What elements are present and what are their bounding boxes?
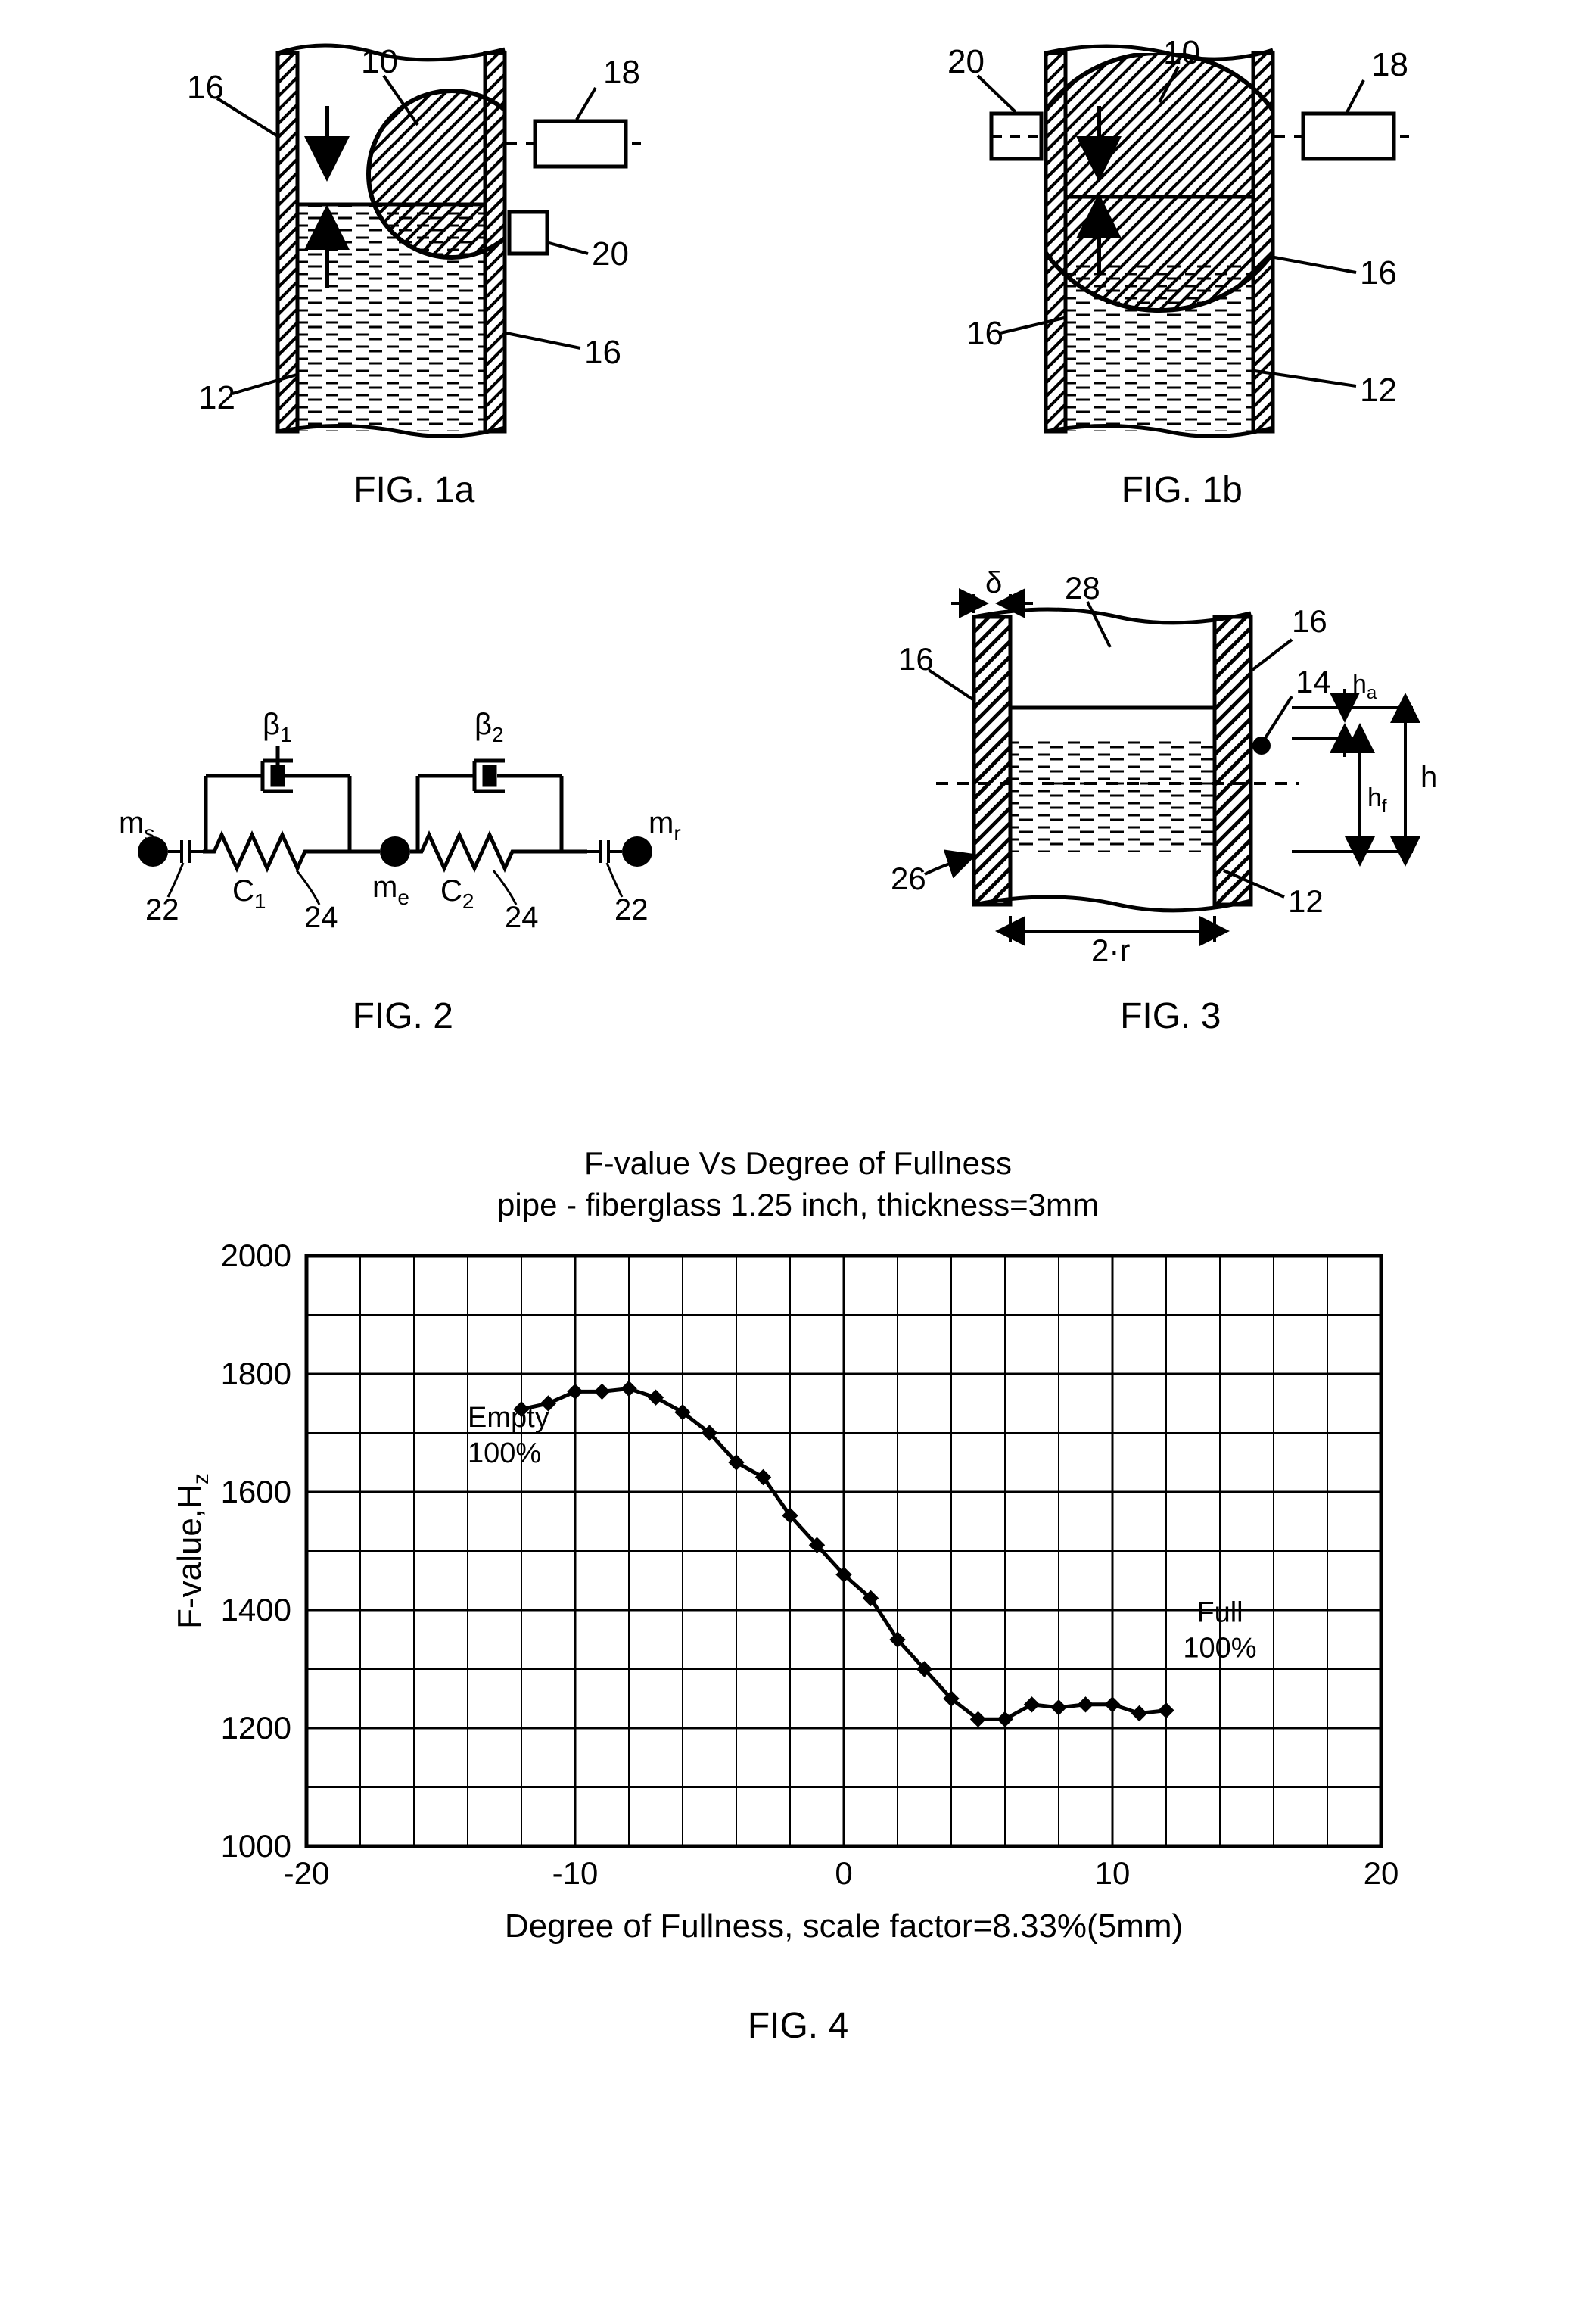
fig4-title: F-value Vs Degree of Fullness pipe - fib… — [497, 1143, 1099, 1226]
fig3-28: 28 — [1065, 571, 1100, 606]
svg-text:20: 20 — [1363, 1855, 1398, 1891]
fig3-ha-sub: a — [1367, 683, 1377, 703]
fig1a-svg: 16 10 18 20 16 12 — [126, 30, 702, 454]
fig3-12: 12 — [1288, 883, 1324, 919]
fig3-hf: h — [1367, 783, 1382, 812]
fig1a-label-20: 20 — [592, 235, 629, 273]
fig1b-caption: FIG. 1b — [1122, 469, 1243, 511]
row-figs-2-3: ms mr me β1 β2 C1 C2 22 22 24 24 FIG. 2 — [30, 571, 1566, 1037]
fig4-caption: FIG. 4 — [748, 2005, 848, 2047]
svg-text:ms: ms — [119, 806, 154, 845]
fig3-16b: 16 — [1292, 603, 1327, 639]
fig2-me-sub: e — [398, 886, 410, 909]
fig2-ms-sub: s — [145, 821, 155, 845]
svg-text:F-value,Hz: F-value,Hz — [171, 1473, 213, 1629]
fig1b-label-16a: 16 — [1360, 254, 1397, 291]
svg-text:10: 10 — [1094, 1855, 1130, 1891]
fig2-mr: m — [649, 806, 674, 839]
page: 16 10 18 20 16 12 FIG. 1a — [30, 30, 1566, 2047]
svg-text:Full: Full — [1196, 1597, 1243, 1629]
fig2-me: m — [372, 870, 397, 904]
fig1b-label-10: 10 — [1163, 34, 1200, 71]
fig4-svg: -20-1001020100012001400160018002000F-val… — [155, 1226, 1442, 1982]
fig2-svg: ms mr me β1 β2 C1 C2 22 22 24 24 — [92, 693, 713, 980]
fig1a-caption: FIG. 1a — [353, 469, 474, 511]
fig4-title-line1: F-value Vs Degree of Fullness — [497, 1143, 1099, 1185]
fig1a-label-18: 18 — [603, 54, 640, 91]
svg-text:C1: C1 — [232, 874, 266, 913]
svg-text:me: me — [372, 870, 409, 909]
fig2-mr-sub: r — [674, 821, 681, 845]
fig1b-label-16b: 16 — [966, 315, 1003, 352]
fig3-26: 26 — [891, 861, 926, 896]
svg-text:1800: 1800 — [220, 1356, 291, 1391]
svg-text:β1: β1 — [263, 708, 292, 746]
svg-text:C2: C2 — [440, 874, 474, 913]
fig2-b2-sub: 2 — [492, 723, 504, 746]
fig1a-label-16a: 16 — [187, 69, 224, 106]
svg-text:mr: mr — [649, 806, 681, 845]
svg-text:hf: hf — [1367, 783, 1387, 817]
svg-text:1400: 1400 — [220, 1592, 291, 1627]
svg-text:2000: 2000 — [220, 1238, 291, 1273]
fig1b-label-20: 20 — [947, 43, 985, 80]
svg-text:-10: -10 — [552, 1855, 598, 1891]
fig3-2r: 2·r — [1091, 933, 1130, 968]
fig3-svg: δ 2·r — [838, 571, 1504, 980]
fig3-16a: 16 — [898, 641, 934, 677]
fig4-block: F-value Vs Degree of Fullness pipe - fib… — [30, 1143, 1566, 2047]
fig3-hf-sub: f — [1382, 796, 1387, 817]
fig2-b1: β — [263, 708, 280, 741]
fig1a-block: 16 10 18 20 16 12 FIG. 1a — [126, 30, 702, 511]
fig1a-label-10: 10 — [361, 43, 398, 80]
fig3-delta: δ — [985, 571, 1002, 600]
svg-text:1600: 1600 — [220, 1474, 291, 1509]
fig3-block: δ 2·r — [838, 571, 1504, 1037]
fig2-22b: 22 — [614, 893, 649, 927]
svg-text:Degree of Fullness, scale fact: Degree of Fullness, scale factor=8.33%(5… — [504, 1908, 1182, 1945]
fig1a-label-12: 12 — [198, 379, 235, 416]
fig2-24b: 24 — [505, 901, 539, 934]
fig1b-svg: 20 10 18 16 12 16 — [894, 30, 1470, 454]
fig2-caption: FIG. 2 — [353, 995, 453, 1037]
fig3-14: 14 — [1296, 664, 1331, 699]
fig2-block: ms mr me β1 β2 C1 C2 22 22 24 24 FIG. 2 — [92, 693, 713, 1037]
fig3-caption: FIG. 3 — [1120, 995, 1221, 1037]
svg-text:β2: β2 — [474, 708, 504, 746]
fig2-ms: m — [119, 806, 144, 839]
fig2-22a: 22 — [145, 893, 179, 927]
fig2-c2: C — [440, 874, 462, 908]
fig3-h: h — [1420, 761, 1437, 794]
row-figs-1: 16 10 18 20 16 12 FIG. 1a — [30, 30, 1566, 511]
svg-text:1000: 1000 — [220, 1828, 291, 1864]
fig1b-label-18: 18 — [1371, 46, 1408, 83]
fig2-24a: 24 — [304, 901, 338, 934]
fig1b-label-12: 12 — [1360, 372, 1397, 409]
fig2-b1-sub: 1 — [280, 723, 292, 746]
svg-text:100%: 100% — [468, 1437, 541, 1469]
svg-text:0: 0 — [835, 1855, 852, 1891]
svg-text:ha: ha — [1352, 670, 1377, 703]
svg-text:1200: 1200 — [220, 1710, 291, 1746]
svg-text:100%: 100% — [1183, 1633, 1256, 1665]
fig2-c1-sub: 1 — [254, 889, 266, 913]
fig2-c2-sub: 2 — [462, 889, 474, 913]
fig2-c1: C — [232, 874, 254, 908]
fig1b-block: 20 10 18 16 12 16 FIG. 1b — [894, 30, 1470, 511]
fig1a-label-16b: 16 — [584, 334, 621, 371]
fig3-ha: h — [1352, 670, 1367, 699]
fig2-b2: β — [474, 708, 492, 741]
fig4-title-line2: pipe - fiberglass 1.25 inch, thickness=3… — [497, 1185, 1099, 1226]
